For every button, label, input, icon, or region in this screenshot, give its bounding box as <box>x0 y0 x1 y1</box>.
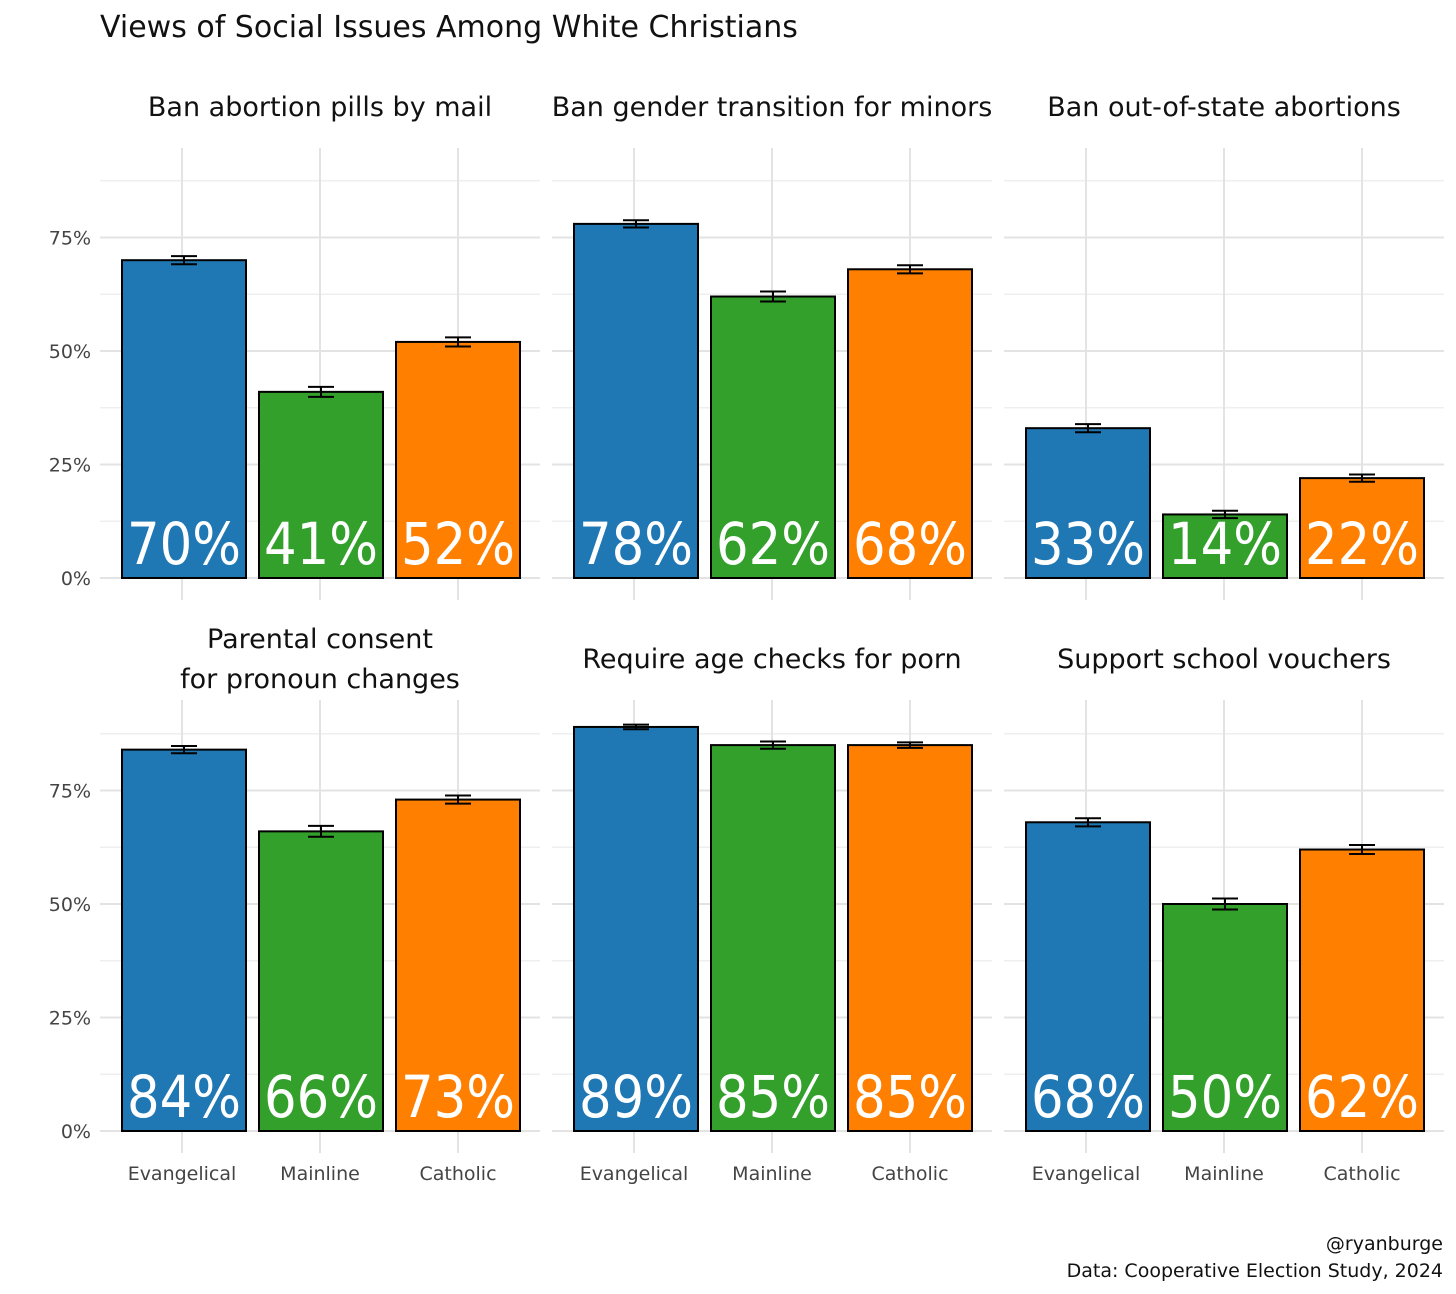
y-tick-label: 0% <box>61 568 91 590</box>
x-tick-label: Mainline <box>1184 1163 1264 1185</box>
facet-title: for pronoun changes <box>180 664 460 695</box>
bar-catholic <box>847 268 973 579</box>
facet-title: Ban gender transition for minors <box>552 92 993 123</box>
bar-evangelical <box>121 748 247 1132</box>
caption-source: Data: Cooperative Election Study, 2024 <box>1067 1260 1443 1282</box>
bar-mainline <box>1162 513 1288 580</box>
y-tick-label: 50% <box>49 894 91 916</box>
error-bar <box>171 745 197 755</box>
error-bar <box>1075 423 1101 434</box>
bar-evangelical <box>1025 821 1151 1133</box>
x-tick-label: Evangelical <box>1032 1163 1141 1185</box>
error-bar <box>623 219 649 229</box>
data-label: 85% <box>716 1063 830 1131</box>
bar-catholic <box>1299 477 1425 579</box>
data-label: 84% <box>127 1063 241 1131</box>
data-label: 78% <box>579 510 693 578</box>
x-tick-label: Mainline <box>280 1163 360 1185</box>
bar-mainline <box>1162 903 1288 1132</box>
data-label: 89% <box>579 1063 693 1131</box>
x-tick-label: Evangelical <box>580 1163 689 1185</box>
bar-evangelical <box>121 259 247 579</box>
error-bar <box>1212 897 1238 911</box>
error-bar <box>1349 843 1375 856</box>
panel-require-age-checks-for-porn: Require age checks for porn 89% Evangelica… <box>552 644 992 1185</box>
facet-panels: Ban abortion pills by mail 0% 25% 50% 75% 70%… <box>49 92 1444 1185</box>
x-tick-label: Mainline <box>732 1163 812 1185</box>
caption-author: @ryanburge <box>1326 1233 1443 1255</box>
y-tick-label: 25% <box>49 1008 91 1030</box>
facet-title: Ban out-of-state abortions <box>1047 92 1401 123</box>
x-tick-label: Catholic <box>419 1163 496 1185</box>
facet-title: Ban abortion pills by mail <box>148 92 492 123</box>
error-bar <box>760 740 786 750</box>
bar-catholic <box>395 340 521 580</box>
data-label: 33% <box>1031 510 1145 578</box>
bar-evangelical <box>573 222 699 579</box>
data-label: 52% <box>401 510 515 578</box>
data-label: 22% <box>1305 510 1419 578</box>
data-label: 14% <box>1168 510 1282 578</box>
panel-parental-consent-for-pronoun-changes: Parental consent for pronoun changes 0% 25%… <box>49 624 540 1185</box>
facet-title: Require age checks for porn <box>582 644 961 675</box>
data-label: 68% <box>853 510 967 578</box>
facet-title: Parental consent <box>207 624 433 655</box>
y-tick-label: 75% <box>49 228 91 250</box>
error-bar <box>445 794 471 805</box>
error-bar <box>897 741 923 749</box>
data-label: 50% <box>1168 1063 1282 1131</box>
data-label: 62% <box>716 510 830 578</box>
panel-support-school-vouchers: Support school vouchers 68% Evangelical 50%… <box>1004 644 1444 1185</box>
error-bar <box>1349 473 1375 483</box>
bar-mainline <box>710 744 836 1132</box>
bar-evangelical <box>573 725 699 1132</box>
error-bar <box>897 264 923 275</box>
x-tick-label: Catholic <box>871 1163 948 1185</box>
data-label: 70% <box>127 510 241 578</box>
bar-catholic <box>1299 848 1425 1133</box>
panel-ban-abortion-pills-by-mail: Ban abortion pills by mail 0% 25% 50% 75% 70%… <box>49 92 540 600</box>
error-bar <box>760 290 786 303</box>
y-tick-label: 50% <box>49 341 91 363</box>
data-label: 73% <box>401 1063 515 1131</box>
panel-ban-out-of-state-abortions: Ban out-of-state abortions 33% 14% 22% <box>1004 92 1444 600</box>
facet-title: Support school vouchers <box>1057 644 1391 675</box>
y-tick-label: 75% <box>49 781 91 803</box>
data-label: 41% <box>264 510 378 578</box>
y-tick-label: 0% <box>61 1121 91 1143</box>
bar-catholic <box>395 798 521 1133</box>
data-label: 62% <box>1305 1063 1419 1131</box>
bar-mainline <box>258 390 384 579</box>
y-tick-label: 25% <box>49 455 91 477</box>
data-label: 68% <box>1031 1063 1145 1131</box>
bar-mainline <box>258 830 384 1132</box>
bar-mainline <box>710 295 836 579</box>
data-label: 85% <box>853 1063 967 1131</box>
error-bar <box>623 723 649 731</box>
error-bar <box>308 824 334 838</box>
error-bar <box>171 255 197 266</box>
error-bar <box>308 385 334 398</box>
data-label: 66% <box>264 1063 378 1131</box>
x-tick-label: Catholic <box>1323 1163 1400 1185</box>
chart-title: Views of Social Issues Among White Chris… <box>100 10 798 45</box>
error-bar <box>1212 509 1238 520</box>
error-bar <box>1075 817 1101 828</box>
error-bar <box>445 336 471 348</box>
x-tick-label: Evangelical <box>128 1163 237 1185</box>
panel-ban-gender-transition-for-minors: Ban gender transition for minors 78% 62% 68… <box>552 92 993 600</box>
bar-evangelical <box>1025 427 1151 579</box>
